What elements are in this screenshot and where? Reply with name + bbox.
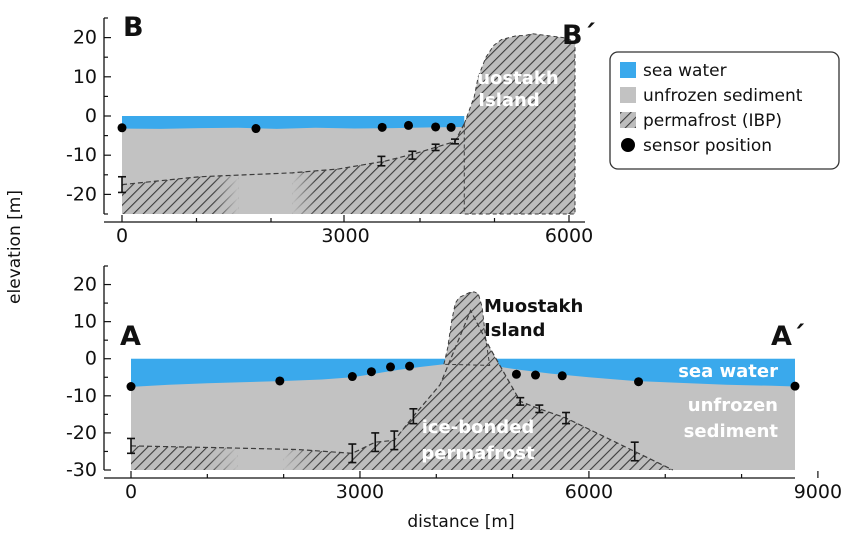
section-start-label: A: [120, 321, 141, 352]
sensor-point: [126, 382, 136, 392]
permafrost-fade-left: [214, 172, 239, 214]
y-tick-label: -10: [66, 144, 97, 166]
legend-symbol: [620, 62, 636, 78]
sensor-point: [404, 120, 414, 130]
y-tick-label: -20: [66, 422, 97, 444]
island-label: Muostakh: [484, 296, 583, 317]
permafrost-label: ice-bonded: [422, 417, 535, 438]
legend-frame: [609, 51, 840, 170]
legend-label: sensor position: [643, 136, 772, 156]
sensor-point: [377, 122, 387, 132]
permafrost-fade-left: [207, 447, 238, 470]
sensor-point: [557, 371, 567, 381]
y-tick-label: -30: [66, 459, 97, 481]
y-tick-label: 0: [85, 348, 97, 370]
sensor-point: [531, 370, 541, 380]
permafrost-fade-right: [292, 172, 316, 214]
island-permafrost: [463, 33, 576, 215]
permafrost-table-line: [121, 123, 465, 186]
legend-label: unfrozen sediment: [643, 86, 803, 106]
sensor-point: [634, 377, 644, 387]
permafrost-gap: [238, 172, 293, 214]
sensor-point: [275, 376, 285, 386]
y-tick-label: 10: [73, 311, 97, 333]
x-tick-label: 3000: [321, 225, 369, 247]
section-end-label: B´: [562, 20, 596, 51]
sensor-point: [405, 361, 415, 371]
sensor-point: [117, 123, 127, 133]
x-tick-label: 0: [116, 225, 128, 247]
x-tick-label: 6000: [565, 481, 613, 503]
x-tick-label: 6000: [545, 225, 593, 247]
sensor-point: [251, 124, 261, 134]
y-tick-label: -10: [66, 385, 97, 407]
y-tick-label: -20: [66, 183, 97, 205]
y-tick-label: 0: [85, 105, 97, 127]
x-tick-label: 3000: [336, 481, 384, 503]
sediment-label: unfrozen: [688, 395, 778, 416]
legend-items: sea water unfrozen sediment permafrost (IB…: [620, 61, 803, 156]
permafrost-label: permafrost: [421, 443, 535, 464]
legend-symbol: [620, 87, 636, 103]
permafrost-area: [131, 310, 673, 470]
permafrost-table-line: [130, 309, 674, 471]
permafrost-gap: [237, 448, 284, 470]
y-tick-label: 20: [73, 274, 97, 296]
sensor-point: [366, 367, 376, 377]
panel-a-cross-section: -30 -20 -10 0 10 20 0 3000 6000 9000 A A´ Muostakh Is…: [66, 265, 842, 503]
island-label: Island: [484, 320, 545, 341]
sensor-point: [790, 381, 800, 391]
permafrost-fade-right: [283, 449, 315, 470]
y-tick-label: 20: [73, 27, 97, 49]
sediment-label: sediment: [684, 421, 779, 442]
sensor-point: [347, 372, 357, 382]
sensor-point: [385, 362, 395, 372]
legend: sea water unfrozen sediment permafrost (IB…: [609, 51, 840, 170]
island-label: Muostakh: [459, 68, 558, 89]
legend-label: permafrost (IBP): [643, 111, 782, 131]
island-permafrost: [443, 291, 491, 366]
sensor-point: [446, 122, 456, 132]
x-axis-title: distance [m]: [407, 512, 514, 532]
y-axis-title: elevation [m]: [5, 190, 25, 304]
legend-symbol-sensor: [621, 138, 635, 152]
sensor-point: [511, 369, 521, 379]
x-tick-label: 9000: [794, 481, 842, 503]
permafrost-area: [122, 123, 465, 214]
sensor-point: [431, 122, 441, 132]
y-tick-label: 10: [73, 66, 97, 88]
sea-water-label: sea water: [678, 361, 778, 382]
section-start-label: B: [123, 12, 144, 43]
x-tick-label: 0: [125, 481, 137, 503]
legend-symbol-permafrost: [620, 112, 636, 128]
legend-label: sea water: [643, 61, 727, 81]
island-label: Island: [478, 90, 539, 111]
section-end-label: A´: [771, 321, 805, 352]
